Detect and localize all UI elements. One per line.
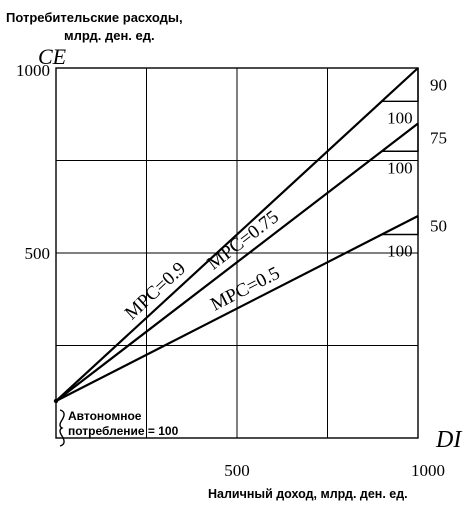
series-line	[55, 122, 419, 402]
autonomous-consumption-brace	[59, 409, 65, 447]
x-tick-label: 1000	[411, 461, 445, 480]
slope-rise-label: 90	[430, 76, 447, 95]
intercept-point	[53, 398, 59, 404]
annotation-line-1: Автономное	[68, 409, 142, 423]
slope-run-label: 100	[387, 242, 413, 261]
slope-run-label: 100	[387, 158, 413, 177]
slope-triangle	[381, 216, 419, 236]
series-label: MPC=0.9	[121, 258, 190, 324]
annotation-line-2: потребление = 100	[68, 424, 179, 438]
slope-triangle	[381, 68, 419, 103]
slope-rise-label: 50	[430, 216, 447, 235]
series-line	[55, 215, 419, 402]
x-axis-title: Наличный доход, млрд. ден. ед.	[208, 487, 408, 501]
y-axis-unit: млрд. ден. ед.	[64, 28, 155, 43]
x-axis-symbol: DI	[435, 427, 462, 453]
series-line	[55, 67, 419, 402]
y-axis-title: Потребительские расходы,	[6, 10, 183, 25]
y-axis-symbol: CE	[38, 44, 67, 69]
y-tick-label: 500	[25, 244, 51, 263]
slope-run-label: 100	[387, 108, 413, 127]
x-tick-label: 500	[224, 461, 250, 480]
y-tick-label: 1000	[16, 61, 50, 80]
slope-rise-label: 75	[430, 128, 447, 147]
slope-triangle	[381, 123, 419, 152]
